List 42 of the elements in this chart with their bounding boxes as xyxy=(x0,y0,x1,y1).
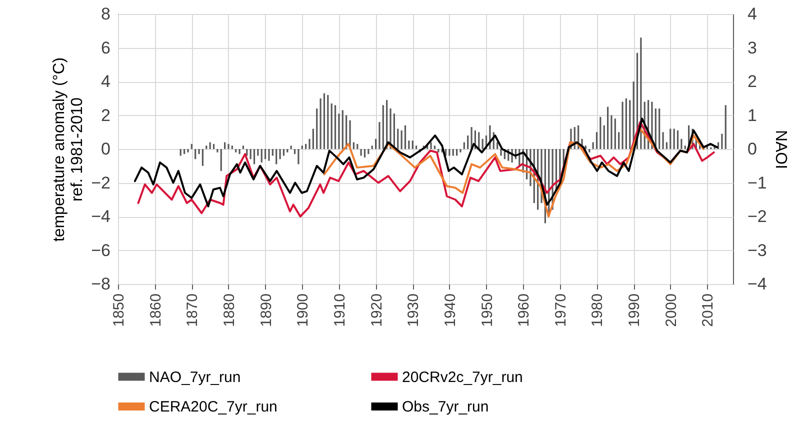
x-tick-label: 1880 xyxy=(220,294,238,327)
x-tick-label: 1870 xyxy=(184,294,202,327)
y2-tick-label: 2 xyxy=(748,72,757,91)
y2-tick-label: −2 xyxy=(748,207,767,226)
y-tick-label: −6 xyxy=(91,240,110,260)
x-tick-label: 2000 xyxy=(662,294,680,327)
line-series xyxy=(323,128,705,218)
x-tick-label: 1860 xyxy=(147,294,164,327)
y-tick-label: −2 xyxy=(91,173,110,192)
x-tick-label: 1920 xyxy=(368,294,386,327)
legend-label: NAO_7yr_run xyxy=(149,368,241,386)
x-tick-label: 1950 xyxy=(478,294,496,327)
x-tick-label: 1990 xyxy=(626,294,644,327)
y2-axis-title: NAOI xyxy=(772,130,789,170)
y-tick-label: 2 xyxy=(101,106,110,125)
x-tick-label: 1850 xyxy=(110,294,128,327)
x-tick-label: 1970 xyxy=(552,294,570,327)
y-tick-label: −4 xyxy=(91,207,110,226)
y-tick-label: 4 xyxy=(101,72,110,91)
y-tick-label: 8 xyxy=(101,4,110,24)
y2-tick-label: −1 xyxy=(748,173,767,192)
y-tick-label: 0 xyxy=(101,140,110,158)
legend-label: CERA20C_7yr_run xyxy=(149,398,278,416)
x-tick-label: 1890 xyxy=(258,294,275,327)
legend-label: 20CRv2c_7yr_run xyxy=(402,368,523,386)
y2-tick-label: 4 xyxy=(748,4,757,24)
y-tick-label: 6 xyxy=(101,38,110,58)
x-tick-label: 1980 xyxy=(589,294,606,327)
y2-tick-label: −4 xyxy=(748,274,767,294)
y-tick-label: −8 xyxy=(91,274,110,294)
y2-tick-label: 3 xyxy=(748,38,757,58)
x-tick-label: 1930 xyxy=(405,294,422,327)
x-tick-label: 1900 xyxy=(294,294,312,327)
y2-tick-label: 0 xyxy=(748,140,757,158)
y2-tick-label: 1 xyxy=(748,106,757,125)
y-axis-title: temperature anomaly (°C) ref. 1981-2010 xyxy=(51,57,86,242)
y2-tick-label: −3 xyxy=(748,240,767,260)
x-tick-label: 2010 xyxy=(700,294,717,327)
x-tick-label: 1910 xyxy=(331,294,348,327)
legend-label: Obs_7yr_run xyxy=(402,398,489,416)
x-tick-label: 1960 xyxy=(516,294,533,327)
x-tick-label: 1940 xyxy=(442,294,459,327)
